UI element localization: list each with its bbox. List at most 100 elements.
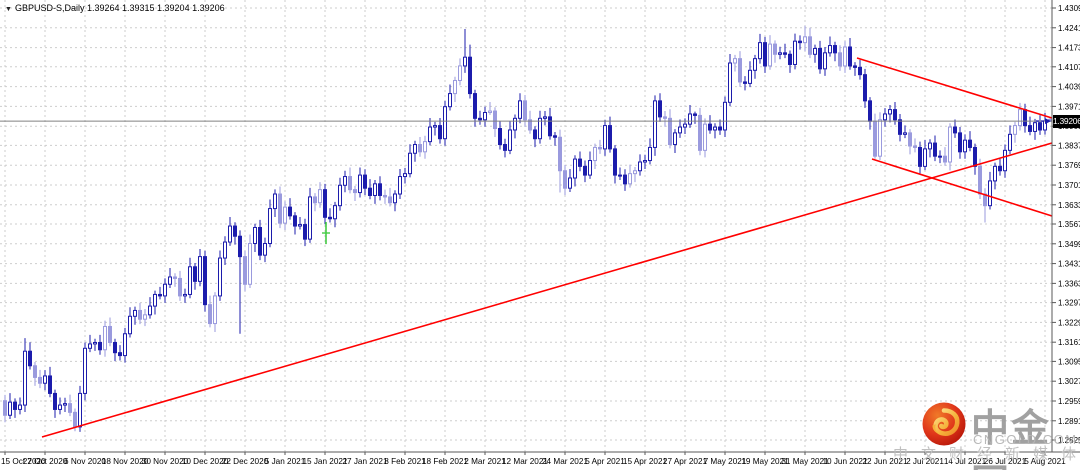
candle-bullish[interactable] xyxy=(338,184,342,207)
candle-bullish[interactable] xyxy=(453,79,457,95)
candle-bullish[interactable] xyxy=(988,180,992,207)
candle-bearish[interactable] xyxy=(503,144,507,151)
candle-bullish[interactable] xyxy=(143,314,147,320)
candle-bearish[interactable] xyxy=(33,365,37,378)
candle-bullish[interactable] xyxy=(538,117,542,140)
candle-bearish[interactable] xyxy=(113,341,117,354)
candle-bearish[interactable] xyxy=(68,403,72,413)
candle-bullish[interactable] xyxy=(253,226,257,245)
candle-bullish[interactable] xyxy=(1033,122,1037,132)
candle-bearish[interactable] xyxy=(498,128,502,146)
candle-bullish[interactable] xyxy=(148,305,152,316)
candle-bearish[interactable] xyxy=(853,65,857,68)
candle-bearish[interactable] xyxy=(368,187,372,196)
candle-bearish[interactable] xyxy=(243,256,247,285)
candle-bearish[interactable] xyxy=(968,139,972,148)
candle-bullish[interactable] xyxy=(163,283,167,297)
candle-bearish[interactable] xyxy=(563,170,567,189)
candle-bearish[interactable] xyxy=(108,325,112,343)
candle-bullish[interactable] xyxy=(878,119,882,157)
candle-bullish[interactable] xyxy=(248,243,252,285)
candle-bullish[interactable] xyxy=(603,125,607,150)
candle-bullish[interactable] xyxy=(793,40,797,65)
candle-bearish[interactable] xyxy=(303,224,307,240)
candle-bearish[interactable] xyxy=(933,142,937,157)
candle-bullish[interactable] xyxy=(1003,149,1007,172)
candle-bullish[interactable] xyxy=(938,155,942,158)
candle-bullish[interactable] xyxy=(758,42,762,60)
candle-bullish[interactable] xyxy=(373,183,377,196)
candle-bullish[interactable] xyxy=(198,256,202,282)
candle-bullish[interactable] xyxy=(403,173,407,178)
trendline-ascending-support[interactable] xyxy=(41,142,1053,438)
candle-bullish[interactable] xyxy=(153,293,157,307)
candle-bullish[interactable] xyxy=(543,116,547,119)
candle-bearish[interactable] xyxy=(873,120,877,157)
candle-bullish[interactable] xyxy=(263,243,267,256)
candle-bearish[interactable] xyxy=(378,183,382,196)
candle-bearish[interactable] xyxy=(293,215,297,227)
candle-bullish[interactable] xyxy=(463,56,467,67)
candle-bullish[interactable] xyxy=(423,141,427,153)
candle-bullish[interactable] xyxy=(223,241,227,259)
candle-bearish[interactable] xyxy=(658,100,662,118)
candle-bullish[interactable] xyxy=(618,174,622,177)
candle-bullish[interactable] xyxy=(513,117,517,131)
candle-bearish[interactable] xyxy=(363,174,367,189)
candle-bearish[interactable] xyxy=(973,146,977,167)
candle-bullish[interactable] xyxy=(8,401,12,416)
candle-bullish[interactable] xyxy=(508,129,512,151)
candle-bullish[interactable] xyxy=(648,146,652,162)
candle-bullish[interactable] xyxy=(888,109,892,115)
candle-bullish[interactable] xyxy=(448,93,452,108)
candle-bullish[interactable] xyxy=(643,160,647,163)
candle-bearish[interactable] xyxy=(698,114,702,151)
candle-bullish[interactable] xyxy=(318,189,322,204)
candle-bullish[interactable] xyxy=(568,177,572,189)
candle-bullish[interactable] xyxy=(728,62,732,103)
candle-bullish[interactable] xyxy=(928,142,932,150)
candle-bullish[interactable] xyxy=(333,205,337,220)
candle-bearish[interactable] xyxy=(53,392,57,410)
trendline-descending-resistance-upper[interactable] xyxy=(856,57,1053,119)
candle-bearish[interactable] xyxy=(323,189,327,218)
candle-bearish[interactable] xyxy=(958,132,962,153)
candle-bullish[interactable] xyxy=(703,123,707,151)
candle-bullish[interactable] xyxy=(458,65,462,81)
candle-bearish[interactable] xyxy=(48,375,52,394)
trendline-descending-resistance-lower[interactable] xyxy=(871,158,1053,217)
candle-bearish[interactable] xyxy=(38,376,42,384)
candle-bullish[interactable] xyxy=(733,58,737,64)
candle-bullish[interactable] xyxy=(1018,109,1022,127)
candle-bullish[interactable] xyxy=(638,161,642,172)
candle-bearish[interactable] xyxy=(1038,122,1042,131)
candle-bearish[interactable] xyxy=(558,136,562,172)
candle-bullish[interactable] xyxy=(653,100,657,148)
candle-bullish[interactable] xyxy=(78,392,82,428)
candle-bearish[interactable] xyxy=(278,193,282,224)
candle-bullish[interactable] xyxy=(753,58,757,71)
candle-bullish[interactable] xyxy=(23,350,27,406)
candle-bearish[interactable] xyxy=(898,119,902,135)
candle-bullish[interactable] xyxy=(593,146,597,162)
candle-bearish[interactable] xyxy=(258,226,262,256)
candle-bearish[interactable] xyxy=(353,189,357,194)
candle-bullish[interactable] xyxy=(683,123,687,128)
candle-bearish[interactable] xyxy=(788,53,792,65)
candle-bearish[interactable] xyxy=(98,341,102,351)
candle-bullish[interactable] xyxy=(393,193,397,204)
candle-bullish[interactable] xyxy=(298,224,302,227)
candle-bullish[interactable] xyxy=(883,113,887,121)
candle-bearish[interactable] xyxy=(203,256,207,306)
candle-bearish[interactable] xyxy=(598,146,602,150)
candle-bearish[interactable] xyxy=(848,46,852,67)
candle-bullish[interactable] xyxy=(358,174,362,194)
candle-bullish[interactable] xyxy=(488,110,492,114)
candle-bearish[interactable] xyxy=(528,119,532,131)
candle-bullish[interactable] xyxy=(923,148,927,167)
candle-bearish[interactable] xyxy=(313,196,317,204)
candle-bearish[interactable] xyxy=(478,117,482,121)
candle-bearish[interactable] xyxy=(1023,109,1027,127)
candle-bearish[interactable] xyxy=(783,52,787,55)
candle-bullish[interactable] xyxy=(813,47,817,55)
